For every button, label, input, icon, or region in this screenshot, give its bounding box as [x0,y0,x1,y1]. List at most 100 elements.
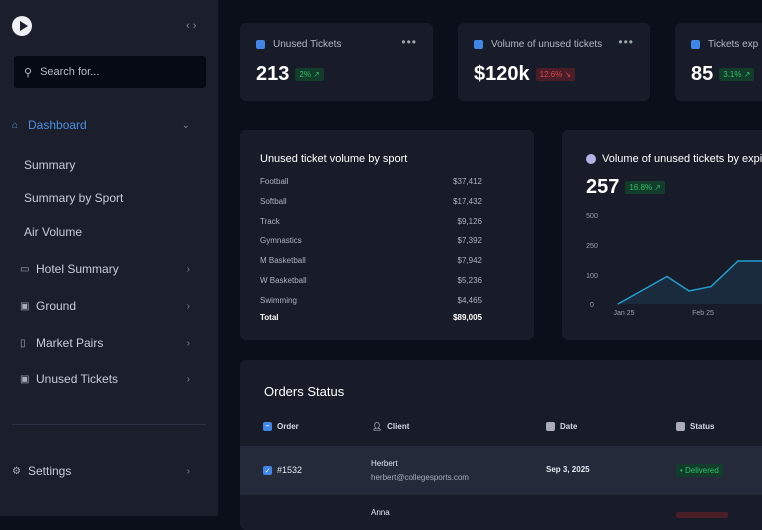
x-tick-label: Feb 25 [692,310,714,317]
total-value: $89,005 [453,313,482,322]
clock-icon [586,154,596,164]
check-square-icon [676,422,685,431]
y-tick-label: 100 [586,273,598,280]
sport-name: Swimming [260,295,297,305]
kpi-card-unused-tickets: Unused Tickets ••• 213 2% ↗ [240,23,433,101]
sport-row: Swimming $4,465 [260,296,482,305]
kpi-title: Tickets exp [708,39,759,50]
series-line [617,260,762,305]
change-badge: 3.1% ↗ [719,68,755,81]
status-badge [676,512,728,518]
logo-icon [12,16,32,36]
data-point [688,290,690,292]
total-label: Total [260,313,279,322]
row-checkbox[interactable]: ✓ [263,466,272,475]
kpi-title: Volume of unused tickets [491,39,603,50]
header-label: Date [560,422,578,431]
sidebar-item-market-pairs[interactable]: ▯ Market Pairs › [0,336,218,350]
column-header-client[interactable]: 👤︎ Client [372,422,409,431]
columns-icon: ▯ [20,337,26,349]
kpi-card-tickets-expiring: Tickets exp 85 3.1% ↗ [675,23,762,101]
chart-value: 257 [586,176,620,198]
kpi-value: 85 [691,63,714,85]
change-badge: 12.6% ↘ [535,68,576,81]
kpi-card-volume: Volume of unused tickets ••• $120k 12.6% … [458,23,650,101]
sport-volume-card: Unused ticket volume by sport Football $3… [240,130,534,340]
sidebar-item-unused-tickets[interactable]: ▣ Unused Tickets › [0,372,218,386]
search-input[interactable]: ⚲ Search for... [14,56,206,88]
sidebar-item-ground[interactable]: ▣ Ground › [0,299,218,313]
collapse-sidebar-button[interactable]: ‹ › [186,20,197,32]
chevron-right-icon: › [186,300,190,312]
sidebar-item-label: Ground [36,299,77,313]
order-date: Sep 3, 2025 [546,465,590,474]
sidebar-subitem-summary[interactable]: Summary [24,158,76,172]
sidebar-subitem-summary-by-sport[interactable]: Summary by Sport [24,191,124,205]
y-tick-label: 500 [586,213,598,220]
sport-row: Gymnastics $7,392 [260,236,482,245]
sport-row: Track $9,126 [260,217,482,226]
sidebar-item-hotel-summary[interactable]: ▭ Hotel Summary › [0,262,218,276]
table-row[interactable]: ✓ #1532 Herbert herbert@collegesports.co… [240,446,762,495]
bus-icon: ▣ [20,300,30,312]
sport-value: $4,465 [457,295,482,305]
sidebar-item-label: Unused Tickets [36,372,119,386]
sidebar-item-dashboard[interactable]: ⌂ Dashboard ⌄ [0,118,218,132]
status-badge: • Delivered [676,464,723,477]
calendar-icon [691,40,700,49]
more-options-button[interactable]: ••• [401,35,417,49]
home-icon: ⌂ [12,119,19,131]
chevron-right-icon: › [186,373,190,385]
sport-value: $37,412 [453,177,482,186]
chevron-right-icon: › [186,263,190,275]
card-title: Volume of unused tickets by expi [602,153,762,165]
total-row: Total $89,005 [260,313,482,322]
sport-value: $5,236 [457,276,482,285]
sport-row: Softball $17,432 [260,197,482,206]
column-header-order[interactable]: – Order [263,422,299,431]
column-header-status[interactable]: Status [676,422,714,431]
sport-name: W Basketball [260,276,307,285]
line-chart: 0 100 250 500 Jan 25 Feb 25 [586,213,762,317]
calendar-icon [546,422,555,431]
sport-row: M Basketball $7,942 [260,256,482,265]
sport-row: W Basketball $5,236 [260,276,482,285]
sidebar: ‹ › ⚲ Search for... ⌂ Dashboard ⌄ Summary S… [0,0,218,516]
ticket-icon: ▣ [20,373,30,385]
client-name: Herbert [371,459,398,468]
orders-card: Orders Status [240,360,762,530]
sport-name: Football [260,177,289,186]
y-tick-label: 0 [590,302,594,309]
sidebar-subitem-air-volume[interactable]: Air Volume [24,225,83,239]
sidebar-item-label: Hotel Summary [36,262,119,276]
x-tick-label: Jan 25 [613,310,634,317]
area-fill [618,261,762,304]
header-label: Status [690,422,715,431]
data-point [617,303,619,305]
chevron-down-icon: ⌄ [181,119,190,131]
y-tick-label: 250 [586,243,598,250]
sport-name: Softball [260,196,287,206]
user-icon: 👤︎ [372,422,383,431]
expiry-chart-card: Volume of unused tickets by expi 257 16.8… [562,130,762,340]
sport-value: $17,432 [453,196,482,206]
header-label: Order [277,422,299,431]
bed-icon: ▭ [20,263,30,275]
sidebar-item-label: Settings [28,464,72,478]
data-point [710,286,712,288]
sidebar-item-label: Market Pairs [36,336,104,350]
select-all-checkbox[interactable]: – [263,422,272,431]
sidebar-item-settings[interactable]: ⚙ Settings › [0,464,218,478]
more-options-button[interactable]: ••• [618,35,634,49]
ticket-icon [256,40,265,49]
card-title: Orders Status [264,384,345,399]
header-label: Client [387,422,410,431]
chevron-right-icon: › [186,465,190,477]
kpi-value: $120k [474,63,530,85]
sport-name: Track [260,216,280,226]
column-header-date[interactable]: Date [546,422,577,431]
divider [12,424,206,425]
sport-row: Football $37,412 [260,177,482,186]
sport-value: $7,392 [457,236,482,246]
data-point [737,260,739,262]
